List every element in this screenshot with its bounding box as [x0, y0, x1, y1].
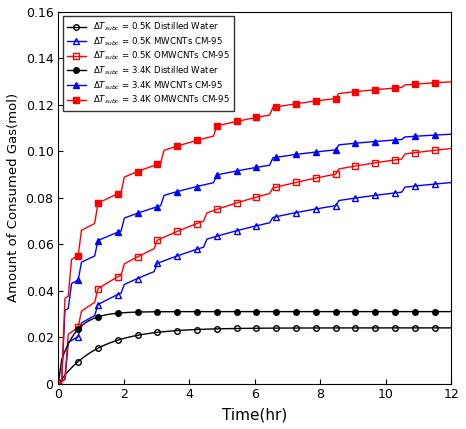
- Y-axis label: Amount of Consumed Gas(mol): Amount of Consumed Gas(mol): [7, 93, 20, 302]
- Legend: $\Delta T_{subc}$ = 0.5K Distilled Water, $\Delta T_{subc}$ = 0.5K MWCNTs CM-95,: $\Delta T_{subc}$ = 0.5K Distilled Water…: [62, 16, 234, 111]
- X-axis label: Time(hr): Time(hr): [222, 407, 288, 422]
